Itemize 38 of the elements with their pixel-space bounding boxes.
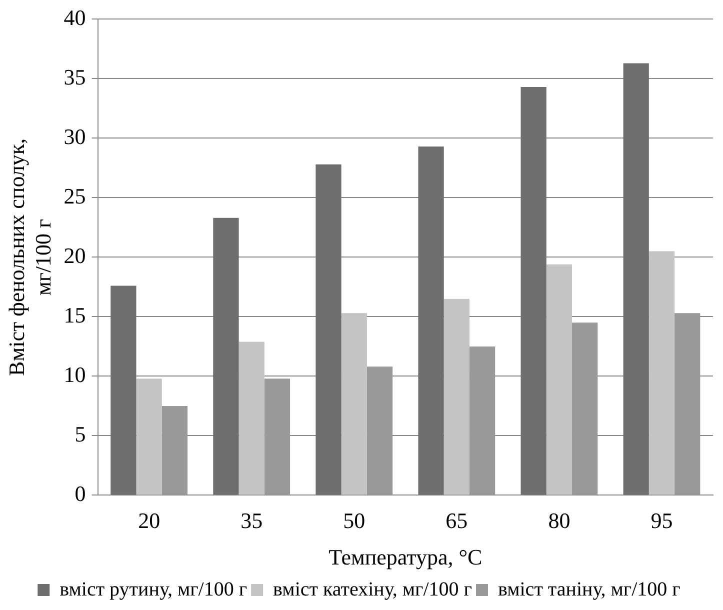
bar [213, 218, 239, 495]
bar [418, 146, 444, 495]
bar [546, 264, 572, 495]
x-axis-title: Температура, °C [328, 544, 482, 570]
y-tick-label: 35 [64, 64, 86, 90]
bar [572, 322, 598, 495]
x-tick-label: 65 [446, 508, 468, 534]
y-tick-label: 25 [64, 183, 86, 208]
y-tick-label: 5 [74, 421, 86, 446]
bar [366, 366, 393, 495]
bar [136, 378, 162, 495]
x-tick-label: 95 [650, 508, 673, 534]
legend-label: вміст рутину, мг/100 г [60, 578, 248, 600]
bar [162, 406, 188, 495]
y-tick-label: 40 [64, 4, 86, 30]
x-tick-label: 80 [548, 508, 570, 534]
bar [623, 63, 649, 495]
bar [469, 346, 496, 495]
bar [238, 342, 264, 495]
legend-label: вміст катехіну, мг/100 г [273, 578, 472, 600]
bar [674, 313, 700, 495]
bar [444, 298, 470, 495]
bar [110, 286, 136, 495]
y-tick-label: 0 [74, 480, 86, 506]
bar [264, 378, 290, 495]
bar [520, 87, 546, 495]
y-tick-label: 15 [64, 302, 86, 328]
bar [341, 313, 367, 495]
bar [316, 164, 342, 495]
x-tick-label: 20 [138, 508, 160, 534]
x-tick-label: 35 [240, 508, 263, 534]
bar [648, 251, 675, 495]
y-axis-title: Вміст фенольних сполук, мг/100 г [4, 138, 56, 376]
legend-label: вміст таніну, мг/100 г [498, 578, 680, 600]
y-tick-label: 30 [64, 124, 86, 149]
y-tick-label: 10 [64, 362, 86, 387]
x-tick-label: 50 [343, 508, 366, 534]
y-tick-label: 20 [64, 242, 86, 268]
